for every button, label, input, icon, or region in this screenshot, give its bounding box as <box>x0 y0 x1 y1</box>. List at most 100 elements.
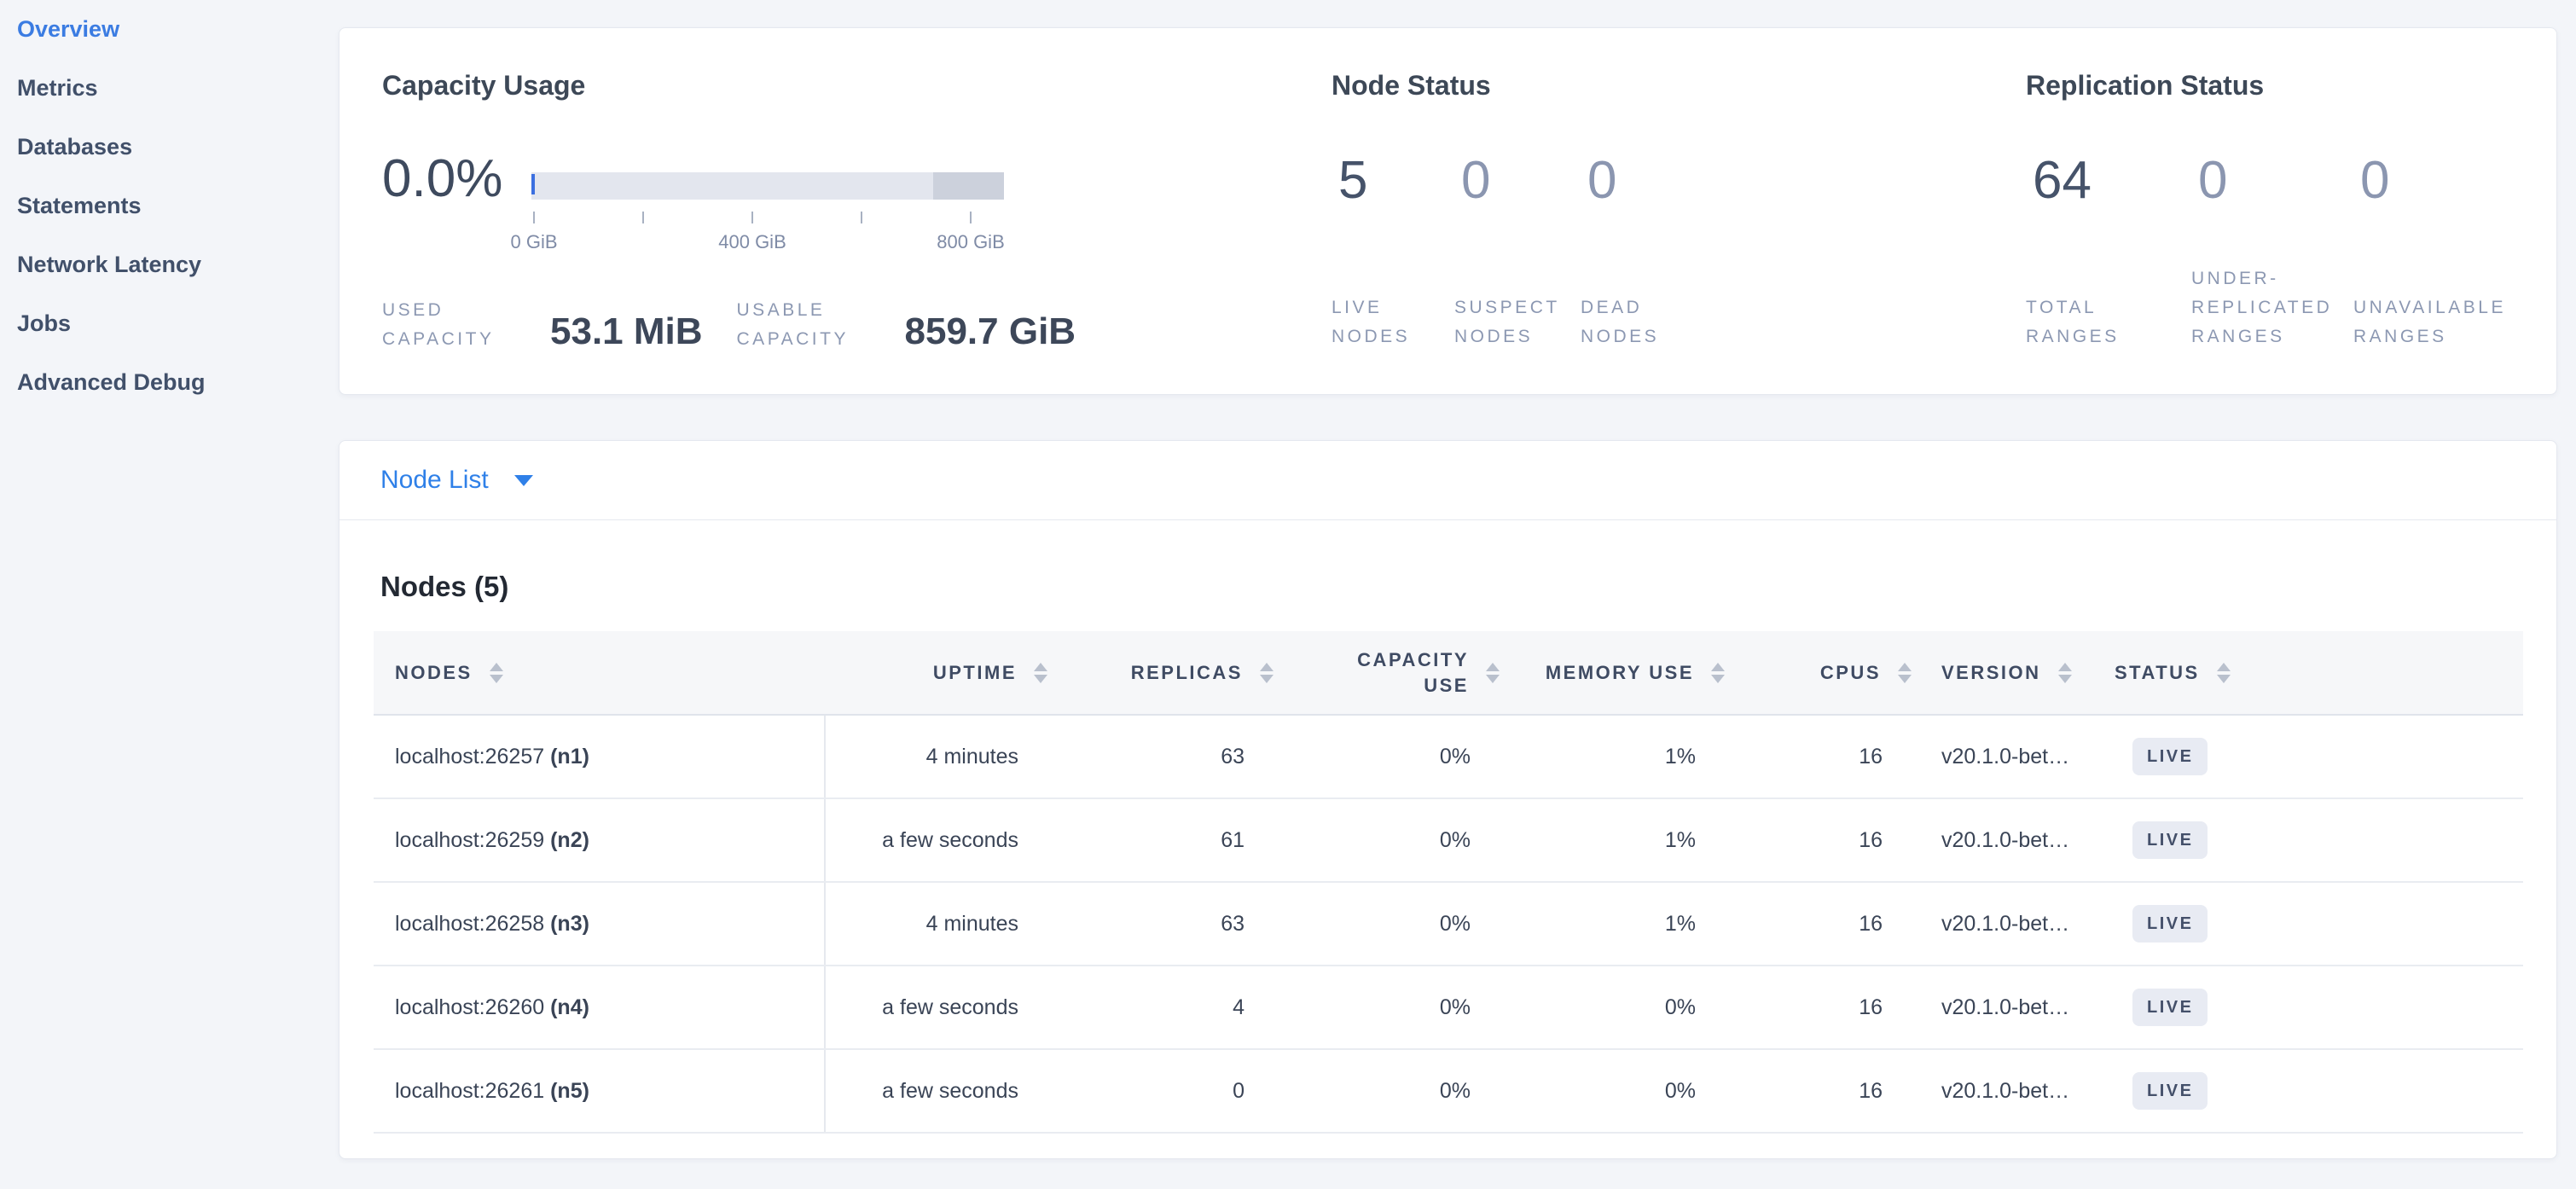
column-header-status[interactable]: STATUS <box>2099 631 2523 716</box>
uptime-cell: 4 minutes <box>825 715 1074 799</box>
version-cell: v20.1.0-bet… <box>1938 966 2099 1050</box>
replicas-cell: 63 <box>1074 882 1300 966</box>
status-cell: LIVE <box>2099 1049 2523 1134</box>
uptime-cell: 4 minutes <box>825 882 1074 966</box>
node-address-cell[interactable]: localhost:26258 (n3) <box>374 882 826 966</box>
node-id: (n4) <box>550 995 589 1019</box>
dead-nodes-value: 0 <box>1587 151 1617 210</box>
status-cell: LIVE <box>2099 966 2523 1050</box>
replication-status-title: Replication Status <box>2026 70 2265 101</box>
capacity-use-cell: 0% <box>1300 798 1526 883</box>
table-row[interactable]: localhost:26261 (n5) a few seconds 0 0% … <box>374 1049 2523 1134</box>
memory-use-cell: 1% <box>1526 715 1751 799</box>
status-badge: LIVE <box>2132 905 2208 942</box>
memory-use-cell: 0% <box>1526 1049 1751 1134</box>
column-header-nodes[interactable]: NODES <box>374 631 825 716</box>
node-list-body: Nodes (5) NODES UPTIME REPLICAS <box>339 520 2556 1134</box>
under-replicated-ranges-value: 0 <box>2198 151 2228 210</box>
column-header-replicas[interactable]: REPLICAS <box>1074 631 1300 716</box>
column-header-uptime[interactable]: UPTIME <box>825 631 1074 716</box>
status-cell: LIVE <box>2099 882 2523 966</box>
sidebar-item-metrics[interactable]: Metrics <box>17 75 98 101</box>
sort-icon[interactable] <box>1260 662 1273 683</box>
used-capacity-value: 53.1 MiB <box>550 310 703 352</box>
usable-capacity-value: 859.7 GiB <box>904 310 1076 352</box>
memory-use-cell: 0% <box>1526 966 1751 1050</box>
node-id: (n5) <box>550 1078 589 1103</box>
column-header-cpus[interactable]: CPUS <box>1751 631 1938 716</box>
sort-icon[interactable] <box>489 662 503 683</box>
node-id: (n1) <box>550 744 589 768</box>
memory-use-cell: 1% <box>1526 798 1751 883</box>
capacity-usage-title: Capacity Usage <box>382 70 586 101</box>
unavailable-ranges-value: 0 <box>2360 151 2390 210</box>
capacity-use-cell: 0% <box>1300 715 1526 799</box>
memory-use-cell: 1% <box>1526 882 1751 966</box>
uptime-cell: a few seconds <box>825 966 1074 1050</box>
node-address-cell[interactable]: localhost:26257 (n1) <box>374 715 826 799</box>
replication-metrics: 64 TOTAL RANGES 0 UNDER-REPLICATED RANGE… <box>2026 150 2575 351</box>
sidebar-item-network-latency[interactable]: Network Latency <box>17 252 202 277</box>
node-id: (n2) <box>550 827 589 852</box>
column-header-memory-use[interactable]: MEMORY USE <box>1526 631 1751 716</box>
sidebar-item-statements[interactable]: Statements <box>17 193 142 218</box>
capacity-use-cell: 0% <box>1300 1049 1526 1134</box>
usable-capacity-label: USABLE CAPACITY <box>736 300 849 349</box>
total-ranges-metric: 64 TOTAL RANGES <box>2026 150 2191 351</box>
sidebar: Overview Metrics Databases Statements Ne… <box>0 0 339 1189</box>
capacity-bar-chart <box>531 172 1004 200</box>
uptime-cell: a few seconds <box>825 1049 1074 1134</box>
node-address-cell[interactable]: localhost:26260 (n4) <box>374 966 826 1050</box>
sort-icon[interactable] <box>1486 662 1500 683</box>
sort-icon[interactable] <box>1898 662 1912 683</box>
table-row[interactable]: localhost:26259 (n2) a few seconds 61 0%… <box>374 798 2523 883</box>
total-ranges-value: 64 <box>2033 151 2092 210</box>
status-cell: LIVE <box>2099 798 2523 883</box>
under-replicated-ranges-label: UNDER-REPLICATED RANGES <box>2191 269 2333 346</box>
capacity-axis-labels: 0 GiB 400 GiB 800 GiB <box>510 231 1005 257</box>
column-header-version[interactable]: VERSION <box>1938 631 2099 716</box>
node-list-dropdown-label: Node List <box>380 466 489 494</box>
under-replicated-ranges-metric: 0 UNDER-REPLICATED RANGES <box>2191 150 2353 351</box>
sidebar-item-advanced-debug[interactable]: Advanced Debug <box>17 369 206 395</box>
live-nodes-label: LIVE NODES <box>1332 298 1411 346</box>
sort-icon[interactable] <box>1711 662 1725 683</box>
node-status-metrics: 5 LIVE NODES 0 SUSPECT NODES 0 DEAD NODE… <box>1332 150 1726 351</box>
sort-icon[interactable] <box>1034 662 1047 683</box>
version-cell: v20.1.0-bet… <box>1938 1049 2099 1134</box>
cluster-summary-card: Capacity Usage 0.0% 0 GiB 400 GiB 800 Gi… <box>339 27 2557 395</box>
total-ranges-label: TOTAL RANGES <box>2026 298 2120 346</box>
table-row[interactable]: localhost:26257 (n1) 4 minutes 63 0% 1% … <box>374 715 2523 799</box>
cpus-cell: 16 <box>1751 1049 1938 1134</box>
node-address-cell[interactable]: localhost:26261 (n5) <box>374 1049 826 1134</box>
capacity-used-percent: 0.0% <box>382 149 503 208</box>
capacity-usage-panel: Capacity Usage 0.0% 0 GiB 400 GiB 800 Gi… <box>382 28 1320 394</box>
dead-nodes-metric: 0 DEAD NODES <box>1581 150 1726 351</box>
replicas-cell: 61 <box>1074 798 1300 883</box>
sidebar-item-jobs[interactable]: Jobs <box>17 310 72 336</box>
replicas-cell: 63 <box>1074 715 1300 799</box>
sort-icon[interactable] <box>2057 662 2072 683</box>
cpus-cell: 16 <box>1751 798 1938 883</box>
axis-label-400gib: 400 GiB <box>718 231 786 252</box>
used-capacity-label: USED CAPACITY <box>382 300 495 349</box>
cpus-cell: 16 <box>1751 882 1938 966</box>
sort-icon[interactable] <box>2216 662 2231 683</box>
sidebar-item-databases[interactable]: Databases <box>17 134 133 160</box>
table-row[interactable]: localhost:26260 (n4) a few seconds 4 0% … <box>374 966 2523 1050</box>
used-capacity-marker <box>531 174 535 194</box>
version-cell: v20.1.0-bet… <box>1938 798 2099 883</box>
status-badge: LIVE <box>2132 821 2208 859</box>
status-badge: LIVE <box>2132 738 2208 775</box>
live-nodes-value: 5 <box>1338 151 1368 210</box>
sidebar-item-overview[interactable]: Overview <box>17 16 120 42</box>
column-header-capacity-use[interactable]: CAPACITY USE <box>1300 631 1526 716</box>
version-cell: v20.1.0-bet… <box>1938 715 2099 799</box>
suspect-nodes-value: 0 <box>1461 151 1491 210</box>
axis-label-800gib: 800 GiB <box>937 231 1005 252</box>
table-row[interactable]: localhost:26258 (n3) 4 minutes 63 0% 1% … <box>374 882 2523 966</box>
uptime-cell: a few seconds <box>825 798 1074 883</box>
node-list-dropdown[interactable]: Node List <box>380 466 533 495</box>
nodes-table-title: Nodes (5) <box>380 571 509 602</box>
node-address-cell[interactable]: localhost:26259 (n2) <box>374 798 826 883</box>
